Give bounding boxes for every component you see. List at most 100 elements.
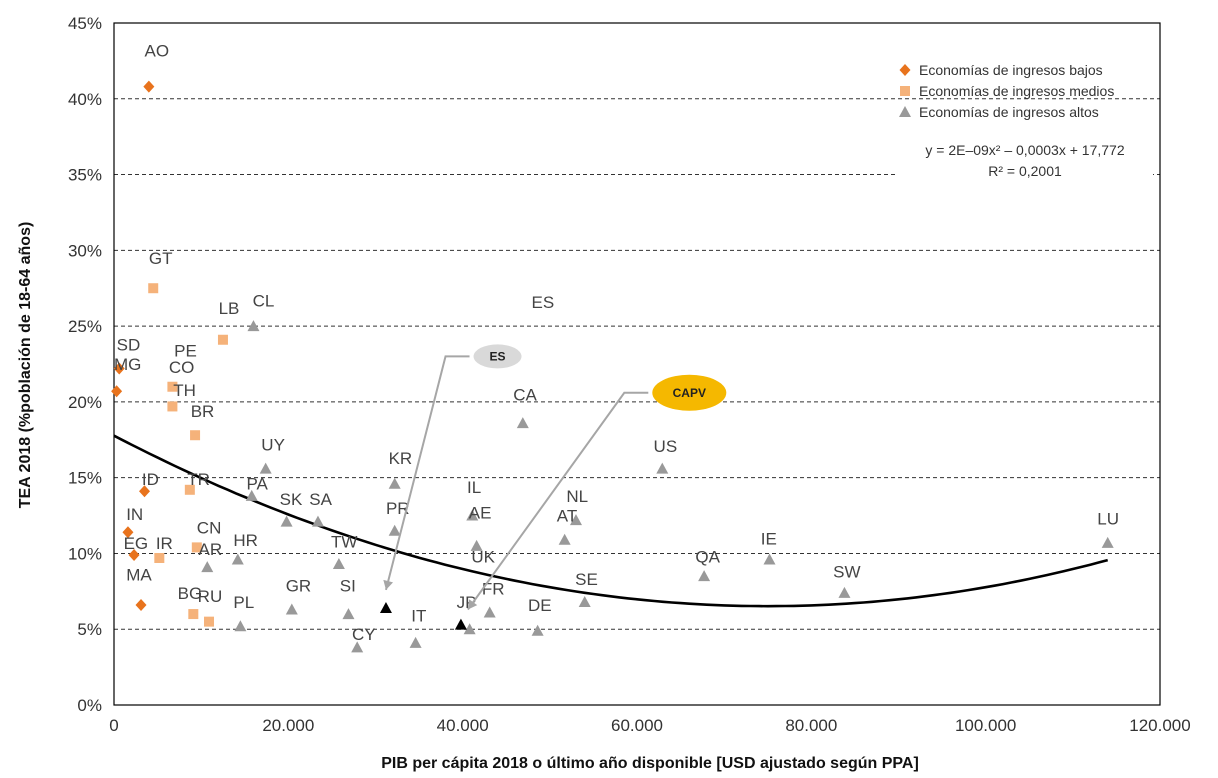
- y-tick-label: 20%: [68, 393, 102, 412]
- y-tick-label: 45%: [68, 14, 102, 33]
- point-label: ID: [142, 470, 159, 489]
- point-label: LB: [219, 299, 240, 318]
- y-axis-title: TEA 2018 (%población de 18-64 años): [17, 222, 34, 509]
- point-label: EG: [124, 534, 149, 553]
- triangle-data-point: [285, 603, 298, 615]
- legend-diamond-icon: [899, 64, 911, 76]
- square-data-point: [217, 334, 228, 345]
- point-label: AR: [199, 540, 223, 559]
- triangle-data-point: [763, 553, 776, 565]
- point-label: MG: [114, 355, 141, 374]
- triangle-data-point: [259, 462, 272, 474]
- triangle-data-point: [578, 595, 591, 607]
- point-label: TR: [187, 470, 210, 489]
- square-data-point: [184, 484, 195, 495]
- triangle-data-point: [280, 515, 293, 527]
- point-label: IR: [156, 534, 173, 553]
- triangle-data-point: [201, 561, 214, 573]
- triangle-data-point: [351, 641, 364, 653]
- triangle-data-point: [311, 515, 324, 527]
- point-label: DE: [528, 596, 552, 615]
- triangle-data-point: [454, 618, 467, 630]
- point-label: SE: [575, 570, 598, 589]
- triangle-data-point: [379, 602, 392, 614]
- point-label: AO: [145, 41, 170, 60]
- point-label: PA: [246, 475, 268, 494]
- y-tick-label: 40%: [68, 90, 102, 109]
- callout-arrowhead: [383, 579, 394, 590]
- triangle-data-point: [231, 553, 244, 565]
- legend-triangle-icon: [899, 106, 911, 117]
- point-label: TW: [331, 532, 357, 551]
- x-tick-label: 60.000: [611, 716, 663, 735]
- point-label: BG: [178, 584, 203, 603]
- trendline-r-squared: R² = 0,2001: [988, 163, 1062, 179]
- point-label: TH: [173, 381, 196, 400]
- y-tick-label: 5%: [77, 620, 102, 639]
- y-tick-label: 0%: [77, 696, 102, 715]
- triangle-data-point: [1101, 536, 1114, 548]
- triangle-data-point: [342, 608, 355, 620]
- point-label: AE: [469, 504, 492, 523]
- point-label: LU: [1097, 510, 1119, 529]
- triangle-data-point: [332, 558, 345, 570]
- point-label: QA: [695, 547, 720, 566]
- callout-bubble: [652, 374, 727, 411]
- point-label: CA: [513, 385, 537, 404]
- trendline-equation: y = 2E–09x² – 0,0003x + 17,772: [925, 142, 1124, 158]
- triangle-data-point: [483, 606, 496, 618]
- triangle-data-point: [698, 570, 711, 582]
- point-label: MA: [126, 566, 152, 585]
- callout-label: ES: [490, 349, 506, 363]
- triangle-data-point: [656, 462, 669, 474]
- diamond-data-point: [122, 526, 134, 539]
- point-label: CY: [352, 625, 376, 644]
- x-tick-label: 20.000: [262, 716, 314, 735]
- trendline-curve: [113, 434, 1109, 608]
- callout-bubble: [473, 344, 522, 369]
- point-label: GR: [286, 576, 312, 595]
- point-label: KR: [389, 449, 413, 468]
- point-label: SA: [309, 490, 332, 509]
- point-label: SK: [280, 490, 303, 509]
- point-labels: AO GT LB CL ES SD PE MG CO TH BR CA US UY KR ID TR PA IL NL…: [114, 41, 1119, 643]
- point-label: PE: [174, 341, 197, 360]
- callout-arrowhead: [467, 599, 478, 610]
- square-data-point: [204, 616, 215, 627]
- triangle-data-point: [466, 509, 479, 521]
- square-data-point: [167, 381, 178, 392]
- point-label: BR: [191, 402, 215, 421]
- point-label: IE: [761, 529, 777, 548]
- triangle-data-point: [388, 524, 401, 536]
- legend-label: Economías de ingresos bajos: [919, 62, 1103, 78]
- y-tick-label: 30%: [68, 241, 102, 260]
- legend-label: Economías de ingresos altos: [919, 104, 1099, 120]
- diamond-data-point: [113, 362, 125, 375]
- point-label: NL: [566, 487, 588, 506]
- diamond-data-point: [128, 548, 140, 561]
- trendline: [113, 434, 1109, 608]
- point-label: CN: [197, 519, 222, 538]
- square-data-point: [191, 542, 202, 553]
- plot-frame: [113, 22, 1161, 706]
- x-tick-label: 40.000: [437, 716, 489, 735]
- point-label: HR: [233, 531, 258, 550]
- y-tick-label: 35%: [68, 166, 102, 185]
- x-axis-title: PIB per cápita 2018 o último año disponi…: [381, 755, 919, 772]
- axes: [113, 22, 1161, 706]
- point-label: GT: [149, 249, 173, 268]
- square-data-point: [154, 552, 165, 563]
- point-label: AT: [557, 507, 577, 526]
- tick-labels: 0% 5% 10% 15% 20% 25% 30% 35% 40% 45% 0 20.000 40.00…: [68, 14, 1191, 735]
- callout-arrow: [467, 391, 649, 611]
- square-data-point: [188, 609, 199, 620]
- y-tick-label: 25%: [68, 317, 102, 336]
- square-data-point: [167, 401, 178, 412]
- triangle-data-point: [388, 477, 401, 489]
- diamond-data-point: [143, 80, 155, 93]
- callout-arrow: [384, 355, 470, 591]
- point-label: FR: [482, 579, 505, 598]
- square-data-point: [190, 430, 201, 441]
- diamond-data-point: [111, 385, 123, 398]
